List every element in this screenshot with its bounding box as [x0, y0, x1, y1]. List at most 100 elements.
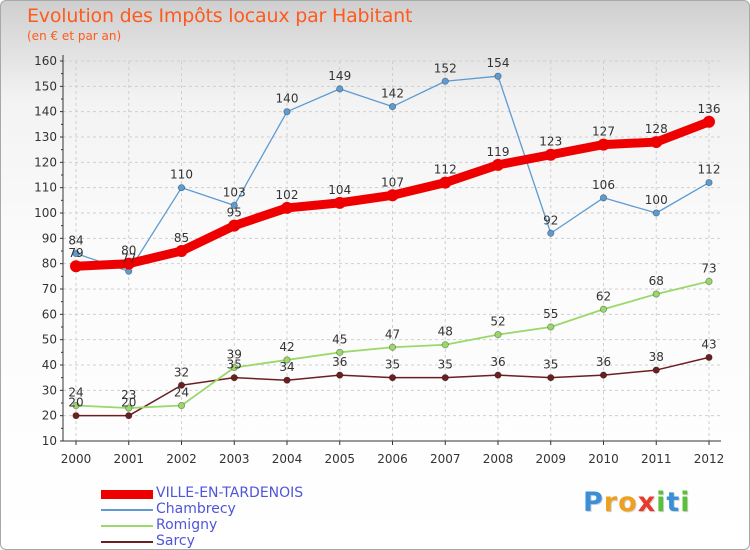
- x-tick-label: 2000: [61, 452, 92, 466]
- data-label-ville-en-tardenois: 80: [121, 244, 136, 258]
- data-point-romigny: [336, 348, 344, 356]
- data-label-chambrecy: 103: [223, 185, 246, 199]
- data-label-ville-en-tardenois: 112: [434, 163, 457, 177]
- data-label-sarcy: 35: [543, 358, 558, 372]
- logo-letter: i: [656, 487, 667, 518]
- data-label-ville-en-tardenois: 102: [276, 188, 299, 202]
- data-label-romigny: 73: [701, 261, 716, 275]
- data-point-romigny: [177, 401, 186, 410]
- x-tick-label: 2006: [377, 452, 408, 466]
- data-label-sarcy: 20: [68, 396, 83, 410]
- series-layer: [70, 72, 715, 420]
- data-point-romigny: [494, 330, 502, 339]
- data-label-sarcy: 32: [174, 365, 189, 379]
- data-point-ville-en-tardenois: [175, 245, 188, 257]
- y-tick-label: 150: [34, 79, 57, 93]
- legend-label: Romigny: [156, 517, 218, 533]
- data-point-sarcy: [388, 374, 397, 382]
- data-point-ville-en-tardenois: [544, 148, 557, 161]
- logo-letter: i: [680, 487, 691, 518]
- data-point-sarcy: [336, 371, 344, 379]
- data-label-romigny: 55: [543, 307, 558, 321]
- data-point-ville-en-tardenois: [386, 189, 399, 202]
- data-label-ville-en-tardenois: 104: [328, 183, 351, 197]
- data-point-chambrecy: [652, 209, 660, 217]
- data-label-romigny: 48: [438, 325, 453, 339]
- x-tick-label: 2012: [694, 452, 725, 466]
- y-tick-label: 90: [42, 231, 57, 245]
- data-point-sarcy: [441, 374, 449, 382]
- data-label-ville-en-tardenois: 107: [381, 175, 404, 189]
- data-label-ville-en-tardenois: 128: [645, 122, 668, 136]
- legend-label: Sarcy: [156, 533, 195, 549]
- x-tick-label: 2002: [166, 452, 197, 466]
- data-label-chambrecy: 140: [276, 92, 299, 106]
- data-label-sarcy: 36: [596, 355, 611, 369]
- data-point-sarcy: [652, 366, 660, 374]
- x-tick-label: 2004: [272, 452, 303, 466]
- y-tick-label: 130: [34, 130, 57, 144]
- data-label-ville-en-tardenois: 127: [592, 125, 615, 139]
- data-point-ville-en-tardenois: [597, 138, 610, 151]
- data-point-romigny: [125, 404, 133, 412]
- data-point-ville-en-tardenois: [228, 219, 241, 232]
- data-label-chambrecy: 152: [434, 61, 457, 75]
- x-tick-label: 2007: [430, 452, 461, 466]
- chart-subtitle: (en € et par an): [27, 29, 122, 43]
- legend-swatch: [101, 525, 153, 527]
- data-label-ville-en-tardenois: 85: [174, 231, 189, 245]
- logo-letter: o: [618, 487, 638, 518]
- data-label-romigny: 42: [279, 340, 294, 354]
- y-tick-label: 40: [42, 358, 57, 372]
- data-label-romigny: 68: [649, 274, 664, 288]
- data-label-chambrecy: 149: [328, 69, 351, 83]
- data-label-chambrecy: 100: [645, 193, 668, 207]
- data-label-chambrecy: 84: [68, 234, 83, 248]
- legend-label: VILLE-EN-TARDENOIS: [156, 485, 304, 501]
- y-tick-label: 30: [42, 383, 57, 397]
- x-tick-label: 2009: [535, 452, 566, 466]
- data-point-chambrecy: [177, 184, 186, 192]
- data-point-ville-en-tardenois: [281, 201, 293, 214]
- data-point-chambrecy: [336, 85, 344, 93]
- data-label-sarcy: 34: [279, 360, 294, 374]
- data-point-romigny: [652, 290, 660, 298]
- data-point-sarcy: [283, 376, 291, 384]
- data-point-ville-en-tardenois: [439, 176, 452, 189]
- data-point-sarcy: [125, 412, 133, 420]
- data-label-ville-en-tardenois: 95: [227, 206, 242, 220]
- data-label-romigny: 47: [385, 327, 400, 341]
- data-label-layer: 20 20 32 35 34 36 35 35 36 35 36 38 43 24 23 24 39 42 45 47…: [68, 56, 720, 409]
- data-label-ville-en-tardenois: 136: [698, 102, 721, 116]
- data-point-ville-en-tardenois: [650, 136, 663, 149]
- legend-swatch: [101, 509, 153, 511]
- logo-letter: P: [583, 487, 604, 518]
- data-point-chambrecy: [72, 249, 80, 258]
- y-tick-label: 140: [34, 105, 57, 119]
- x-tick-label: 2011: [641, 452, 672, 466]
- data-label-chambrecy: 106: [592, 178, 615, 192]
- data-point-romigny: [441, 341, 449, 349]
- data-point-ville-en-tardenois: [703, 115, 715, 128]
- data-label-chambrecy: 77: [121, 251, 136, 265]
- logo-letter: t: [666, 487, 681, 518]
- data-label-sarcy: 35: [385, 358, 400, 372]
- data-point-sarcy: [72, 412, 80, 420]
- data-label-sarcy: 43: [701, 337, 716, 351]
- data-point-romigny: [230, 363, 238, 372]
- data-label-chambrecy: 110: [170, 168, 193, 182]
- data-label-romigny: 45: [332, 332, 347, 346]
- data-point-chambrecy: [388, 103, 397, 111]
- data-label-romigny: 24: [68, 386, 83, 400]
- data-point-chambrecy: [283, 108, 291, 116]
- y-tick-label: 100: [34, 206, 57, 220]
- data-label-sarcy: 38: [649, 350, 664, 364]
- data-point-romigny: [599, 305, 608, 313]
- data-point-chambrecy: [599, 194, 608, 202]
- data-point-chambrecy: [441, 77, 449, 85]
- data-label-ville-en-tardenois: 119: [487, 145, 510, 159]
- data-point-sarcy: [705, 353, 713, 361]
- legend-label: Chambrecy: [156, 501, 236, 517]
- data-point-ville-en-tardenois: [333, 196, 346, 209]
